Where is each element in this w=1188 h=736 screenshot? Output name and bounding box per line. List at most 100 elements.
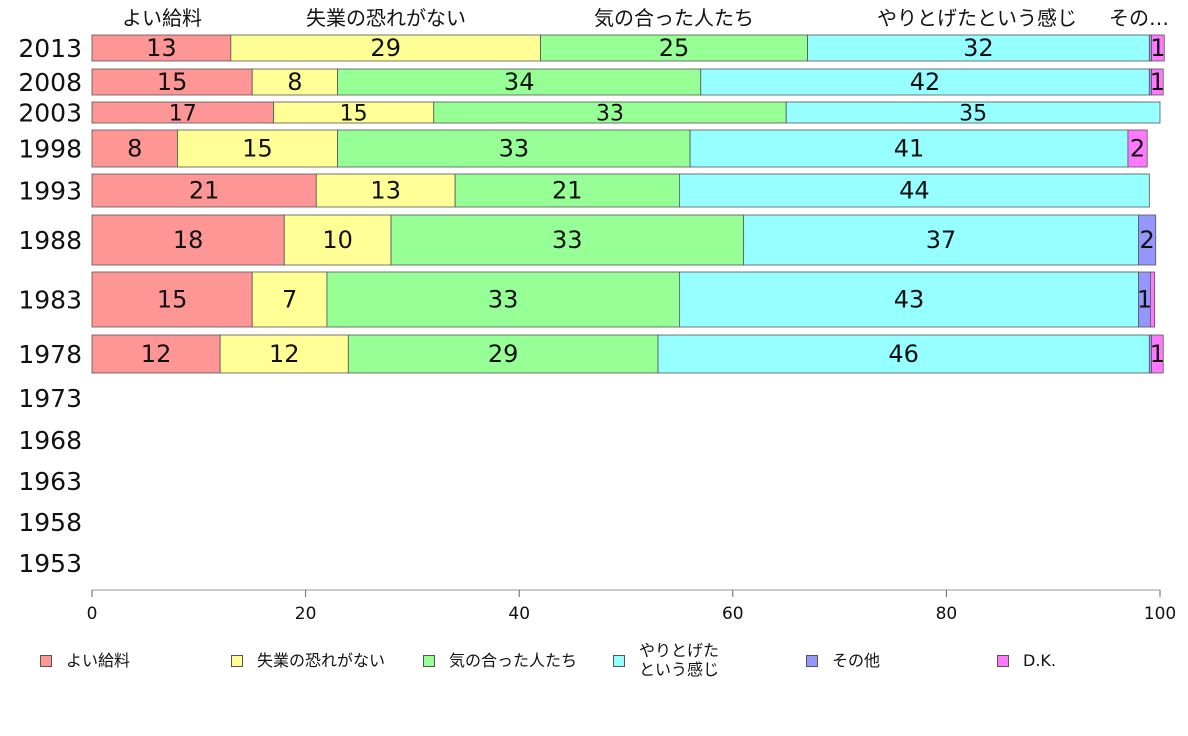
bar-segment <box>91 68 253 96</box>
bar-value-label: 46 <box>888 340 919 368</box>
bar-segment <box>326 271 680 328</box>
legend-swatch <box>231 655 243 667</box>
bar-value-label: 33 <box>499 135 530 163</box>
bar-segment <box>315 173 456 208</box>
bar-value-label: 15 <box>157 68 188 96</box>
bar-segment <box>219 334 349 374</box>
legend-swatch <box>423 655 435 667</box>
year-label: 1988 <box>18 226 82 255</box>
bar-segment <box>91 34 232 62</box>
legend-label: D.K. <box>1023 651 1056 670</box>
top-series-label: 気の合った人たち <box>594 6 754 30</box>
legend-swatch <box>997 655 1009 667</box>
legend-item: その他 <box>806 651 880 670</box>
bar-value-label: 15 <box>242 135 273 163</box>
bar-value-label: 1 <box>1150 340 1165 368</box>
year-label: 2008 <box>18 68 82 97</box>
bar-value-label: 13 <box>370 177 401 205</box>
bar-value-label: 1 <box>1150 68 1165 96</box>
bar-segment <box>1151 68 1164 96</box>
legend-swatch <box>806 655 818 667</box>
legend-swatch <box>40 655 52 667</box>
bar-value-label: 42 <box>910 68 941 96</box>
bar-segment <box>1149 271 1156 328</box>
bar-segment <box>337 129 691 168</box>
bar-value-label: 33 <box>488 286 519 314</box>
bar-value-label: 7 <box>282 286 297 314</box>
year-label: 1998 <box>18 135 82 164</box>
bar-value-label: 25 <box>659 34 690 62</box>
legend-item: 失業の恐れがない <box>231 651 385 670</box>
year-label: 1953 <box>18 549 82 578</box>
bar-value-label: 10 <box>322 226 353 254</box>
bar-value-label: 12 <box>269 340 300 368</box>
legend-swatch <box>613 655 625 667</box>
bar-value-label: 2 <box>1140 226 1155 254</box>
legend-item: D.K. <box>997 651 1056 670</box>
bar-value-label: 44 <box>899 177 930 205</box>
bar-value-label: 15 <box>157 286 188 314</box>
legend-item: 気の合った人たち <box>423 651 577 670</box>
x-tick-label: 60 <box>722 604 744 624</box>
bar-segment <box>540 34 808 62</box>
bar-value-label: 29 <box>488 340 519 368</box>
x-tick-label: 80 <box>936 604 958 624</box>
bar-value-label: 21 <box>189 177 220 205</box>
bar-value-label: 33 <box>552 226 583 254</box>
bar-value-label: 34 <box>504 68 535 96</box>
bar-value-label: 35 <box>959 102 987 127</box>
bar-value-label: 32 <box>963 34 994 62</box>
bar-segment <box>177 129 339 168</box>
bar-segment <box>700 68 1150 96</box>
bar-segment <box>91 129 178 168</box>
year-label: 1978 <box>18 340 82 369</box>
top-series-label: よい給料 <box>122 6 202 30</box>
year-label: 1958 <box>18 508 82 537</box>
bar-segment <box>91 334 221 374</box>
bar-segment <box>251 68 339 96</box>
bar-value-label: 15 <box>340 102 368 127</box>
bar-segment <box>91 214 285 266</box>
bar-value-label: 18 <box>173 226 204 254</box>
bar-value-label: 12 <box>141 340 172 368</box>
bar-segment <box>1151 34 1165 62</box>
bar-segment <box>1127 129 1148 168</box>
bar-segment <box>337 68 702 96</box>
bar-segment <box>91 271 253 328</box>
bar-segment <box>1138 214 1157 266</box>
x-tick-label: 0 <box>87 604 98 624</box>
legend-label: その他 <box>832 651 881 670</box>
bar-segment <box>230 34 541 62</box>
bar-value-label: 1 <box>1137 286 1152 314</box>
bar-value-label: 33 <box>596 102 624 127</box>
stacked-bar-chart: よい給料 失業の恐れがない 気の合った人たち やりとげたという感じ その…2013200… <box>18 6 1176 624</box>
year-label: 1968 <box>18 426 82 455</box>
top-series-label: やりとげたという感じ <box>877 6 1077 30</box>
bar-value-label: 29 <box>370 34 401 62</box>
bar-segment <box>283 214 392 266</box>
x-tick-label: 100 <box>1144 604 1176 624</box>
bar-segment <box>785 101 1161 124</box>
year-label: 2013 <box>18 34 82 63</box>
legend-label: 気の合った人たち <box>449 651 578 670</box>
year-label: 1973 <box>18 384 82 413</box>
top-series-label: 失業の恐れがない <box>306 6 466 30</box>
legend-item: やりとげた という感じ <box>613 641 719 679</box>
legend-item: よい給料 <box>40 651 130 670</box>
bar-value-label: 2 <box>1130 135 1145 163</box>
bar-segment <box>689 129 1129 168</box>
bar-value-label: 41 <box>894 135 925 163</box>
bar-value-label: 13 <box>146 34 177 62</box>
bar-segment <box>347 334 659 374</box>
x-tick-label: 20 <box>295 604 317 624</box>
year-label: 1963 <box>18 467 82 496</box>
legend-label: やりとげた という感じ <box>639 641 720 679</box>
bar-value-label: 8 <box>287 68 302 96</box>
bar-value-label: 43 <box>894 286 925 314</box>
bar-segment <box>743 214 1140 266</box>
bar-segment <box>657 334 1150 374</box>
legend: よい給料 失業の恐れがない 気の合った人たち やりとげた という感じ その他 D.K. <box>0 640 1188 690</box>
bar-segment <box>390 214 744 266</box>
bar-segment <box>91 173 317 208</box>
